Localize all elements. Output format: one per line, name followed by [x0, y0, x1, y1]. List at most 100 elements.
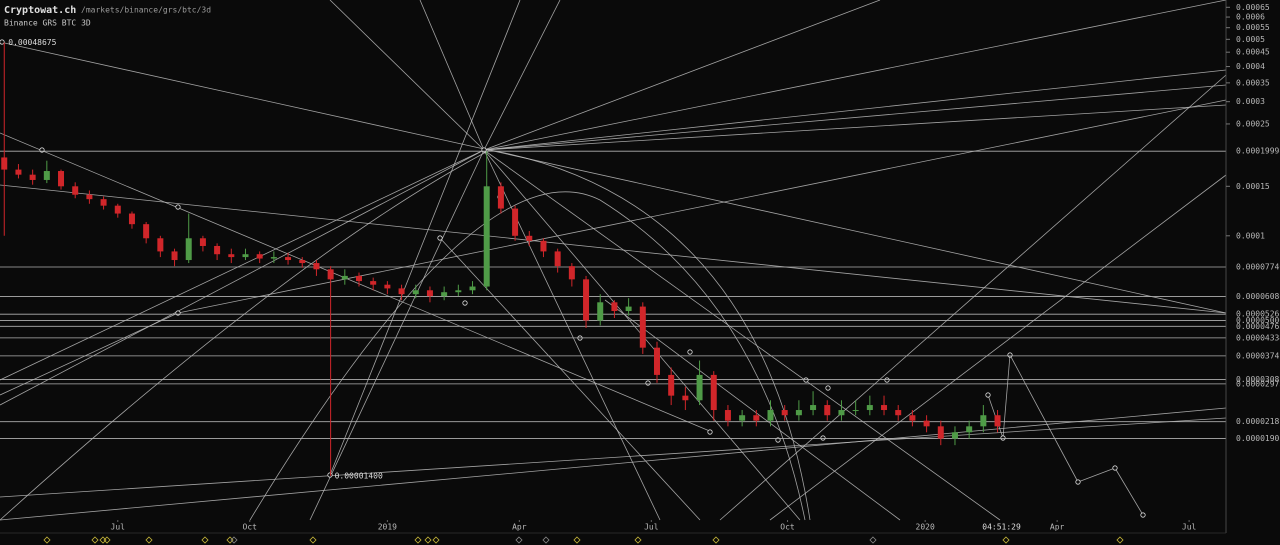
- drawing-handle: [645, 380, 651, 386]
- candle-body: [100, 199, 107, 206]
- drawing-line: [769, 174, 1227, 521]
- price-line-label: 0.00006080: [1236, 292, 1280, 301]
- candle-body: [810, 405, 817, 411]
- candle-body: [568, 266, 575, 280]
- candle-body: [866, 405, 873, 411]
- candle-body: [526, 235, 533, 241]
- candle-body: [455, 290, 462, 293]
- candle-body: [583, 279, 590, 321]
- event-marker: [309, 536, 317, 544]
- candle-body: [441, 292, 448, 297]
- plot: [1, 42, 1001, 476]
- site-name: Cryptowat.ch: [4, 5, 76, 16]
- drawing-line: [329, 0, 485, 151]
- candle-body: [611, 302, 618, 312]
- drawing-handle: [820, 435, 826, 441]
- drawing-handle: [687, 349, 693, 355]
- drawing-line: [483, 0, 1227, 151]
- event-marker: [869, 536, 877, 544]
- event-marker: [226, 536, 234, 544]
- drawing-line: [0, 312, 179, 396]
- x-tick-label: Apr: [512, 523, 527, 532]
- drawing-line: [1114, 467, 1144, 516]
- candle-body: [72, 186, 79, 195]
- drawing-handle: [1140, 512, 1146, 518]
- event-marker: [542, 536, 550, 544]
- x-tick-label: Oct: [780, 523, 795, 532]
- candle-body: [966, 426, 973, 433]
- candle-body: [554, 251, 561, 267]
- x-tick-label: Jul: [644, 523, 659, 532]
- event-marker: [573, 536, 581, 544]
- candle-body: [327, 269, 334, 280]
- drawing-line: [0, 149, 485, 406]
- candle-body: [483, 186, 490, 287]
- y-tick-label: 0.0004: [1236, 62, 1265, 71]
- drawing-handle: [1000, 435, 1006, 441]
- candle-body: [781, 410, 788, 416]
- event-marker: [201, 536, 209, 544]
- candle-body: [937, 426, 944, 439]
- candle-body: [767, 410, 774, 421]
- drawing-line: [1077, 467, 1116, 483]
- candle-body: [199, 238, 206, 246]
- drawing-line: [483, 0, 881, 151]
- candle-body: [370, 281, 377, 285]
- candle-body: [256, 254, 263, 259]
- candle-body: [639, 306, 646, 348]
- drawing-line: [0, 41, 1227, 314]
- x-tick-label: 2019: [378, 523, 397, 532]
- drawing-line: [483, 149, 1001, 521]
- price-line-label: 0.00005000: [1236, 316, 1280, 325]
- event-marker: [91, 536, 99, 544]
- event-marker: [145, 536, 153, 544]
- event-marker: [414, 536, 422, 544]
- candle-body: [980, 415, 987, 427]
- drawing-line: [483, 104, 1227, 151]
- market-name: Binance GRS BTC 3D: [4, 19, 91, 28]
- candle-body: [114, 205, 121, 214]
- candle-body: [341, 275, 348, 280]
- price-line-label: 0.00005262: [1236, 310, 1280, 319]
- price-line-label: 0.00002973: [1236, 379, 1280, 388]
- event-marker: [43, 536, 51, 544]
- candle-body: [710, 374, 717, 411]
- candle-body: [824, 405, 831, 416]
- candle-body: [852, 410, 859, 412]
- candle-body: [384, 284, 391, 289]
- drawing-handle: [175, 204, 181, 210]
- y-tick-label: 0.0006: [1236, 13, 1265, 22]
- drawing-line: [419, 0, 485, 151]
- y-tick-label: 0.00025: [1236, 119, 1270, 128]
- drawing-line: [0, 407, 1227, 521]
- y-tick-label: 0.0003: [1236, 97, 1265, 106]
- candle-body: [242, 254, 249, 258]
- drawing-arc: [0, 149, 811, 521]
- event-marker: [424, 536, 432, 544]
- price-line-label: 0.00003083: [1236, 375, 1280, 384]
- candle-body: [15, 169, 22, 175]
- x-tick-label: Jul: [1182, 523, 1197, 532]
- drawing-handle: [825, 385, 831, 391]
- drawing-line: [177, 99, 1227, 314]
- market-path: /markets/binance/grs/btc/3d: [81, 6, 211, 15]
- candle-body: [313, 263, 320, 270]
- event-marker: [712, 536, 720, 544]
- candle-body: [881, 405, 888, 411]
- candle-body: [753, 415, 760, 421]
- candle-body: [724, 410, 731, 421]
- drawing-line: [0, 184, 1227, 314]
- drawing-line: [483, 0, 561, 151]
- event-marker: [99, 536, 107, 544]
- candle-body: [43, 171, 50, 180]
- candle-body: [171, 251, 178, 261]
- event-marker: [634, 536, 642, 544]
- candle-body: [795, 410, 802, 416]
- price-line-label: 0.00019998: [1236, 147, 1280, 156]
- drawing-line: [1009, 354, 1079, 483]
- candle-body: [398, 288, 405, 295]
- drawing-handle: [775, 437, 781, 443]
- event-marker: [1002, 536, 1010, 544]
- x-tick-label: 2020: [916, 523, 935, 532]
